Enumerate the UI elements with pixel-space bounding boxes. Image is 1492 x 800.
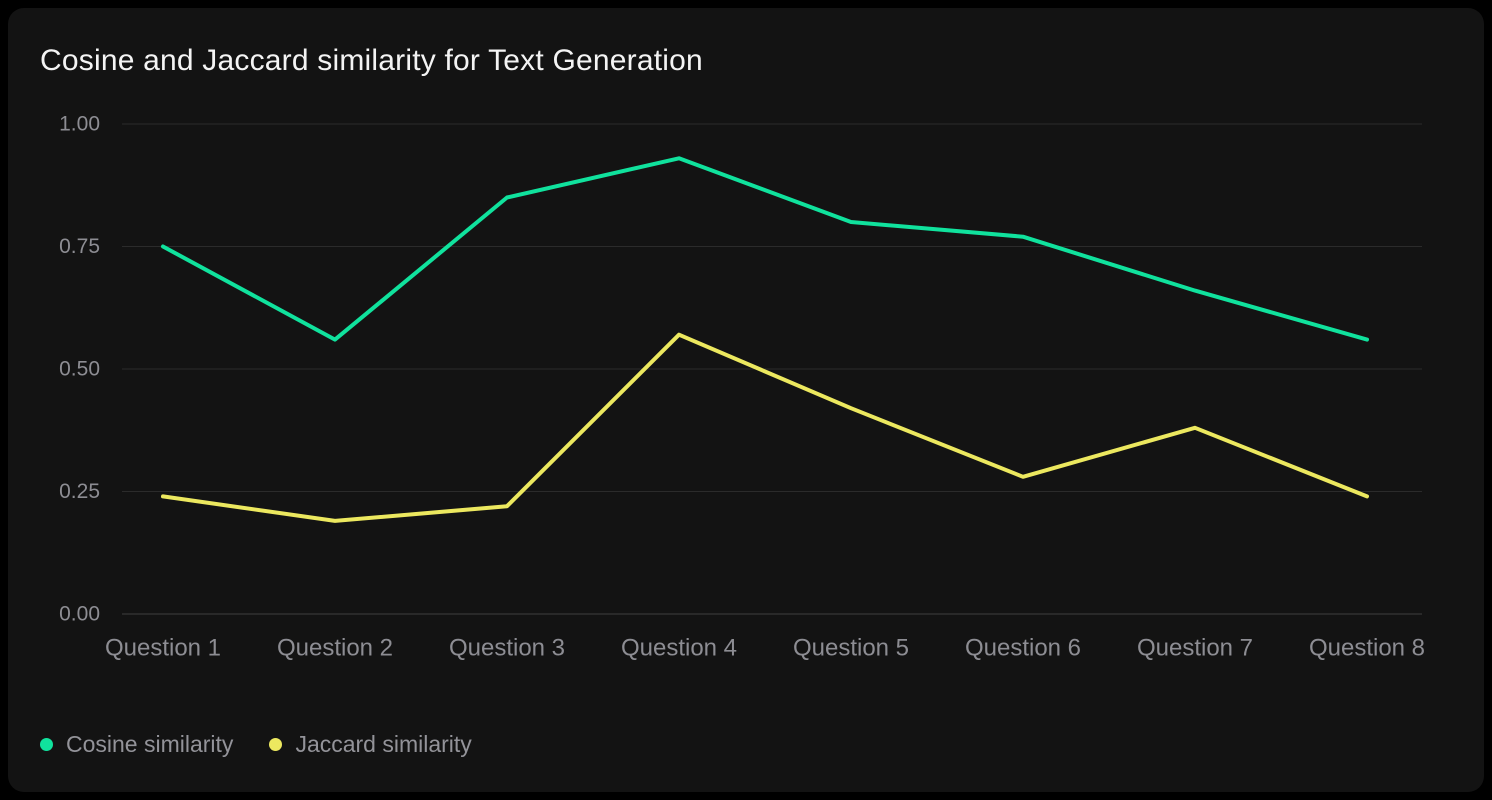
legend-item-label: Cosine similarity — [66, 731, 234, 757]
legend-item-label: Jaccard similarity — [295, 731, 472, 757]
chart-title: Cosine and Jaccard similarity for Text G… — [40, 44, 703, 77]
y-tick-label: 0.00 — [59, 603, 100, 626]
legend-dot-icon — [40, 738, 53, 751]
y-tick-label: 0.50 — [59, 358, 100, 381]
cosine-similarity-line — [161, 156, 1369, 342]
x-tick-label: Question 5 — [793, 635, 909, 662]
legend-item-jaccard-similarity[interactable]: Jaccard similarity — [269, 731, 472, 758]
x-tick-label: Question 3 — [449, 635, 565, 662]
chart-legend: Cosine similarity Jaccard similarity — [40, 731, 472, 758]
x-tick-label: Question 8 — [1309, 635, 1425, 662]
legend-dot-icon — [269, 738, 283, 751]
x-tick-label: Question 6 — [965, 635, 1081, 662]
x-tick-label: Question 7 — [1137, 635, 1253, 662]
x-tick-label: Question 1 — [105, 635, 221, 662]
y-tick-label: 0.75 — [59, 235, 100, 258]
jaccard-similarity-line — [161, 332, 1369, 523]
chart-card — [8, 8, 1484, 792]
y-tick-label: 0.25 — [59, 480, 100, 503]
x-tick-label: Question 2 — [277, 635, 393, 662]
y-tick-label: 1.00 — [59, 113, 100, 136]
x-tick-label: Question 4 — [621, 635, 737, 662]
legend-item-cosine-similarity[interactable]: Cosine similarity — [40, 731, 233, 758]
